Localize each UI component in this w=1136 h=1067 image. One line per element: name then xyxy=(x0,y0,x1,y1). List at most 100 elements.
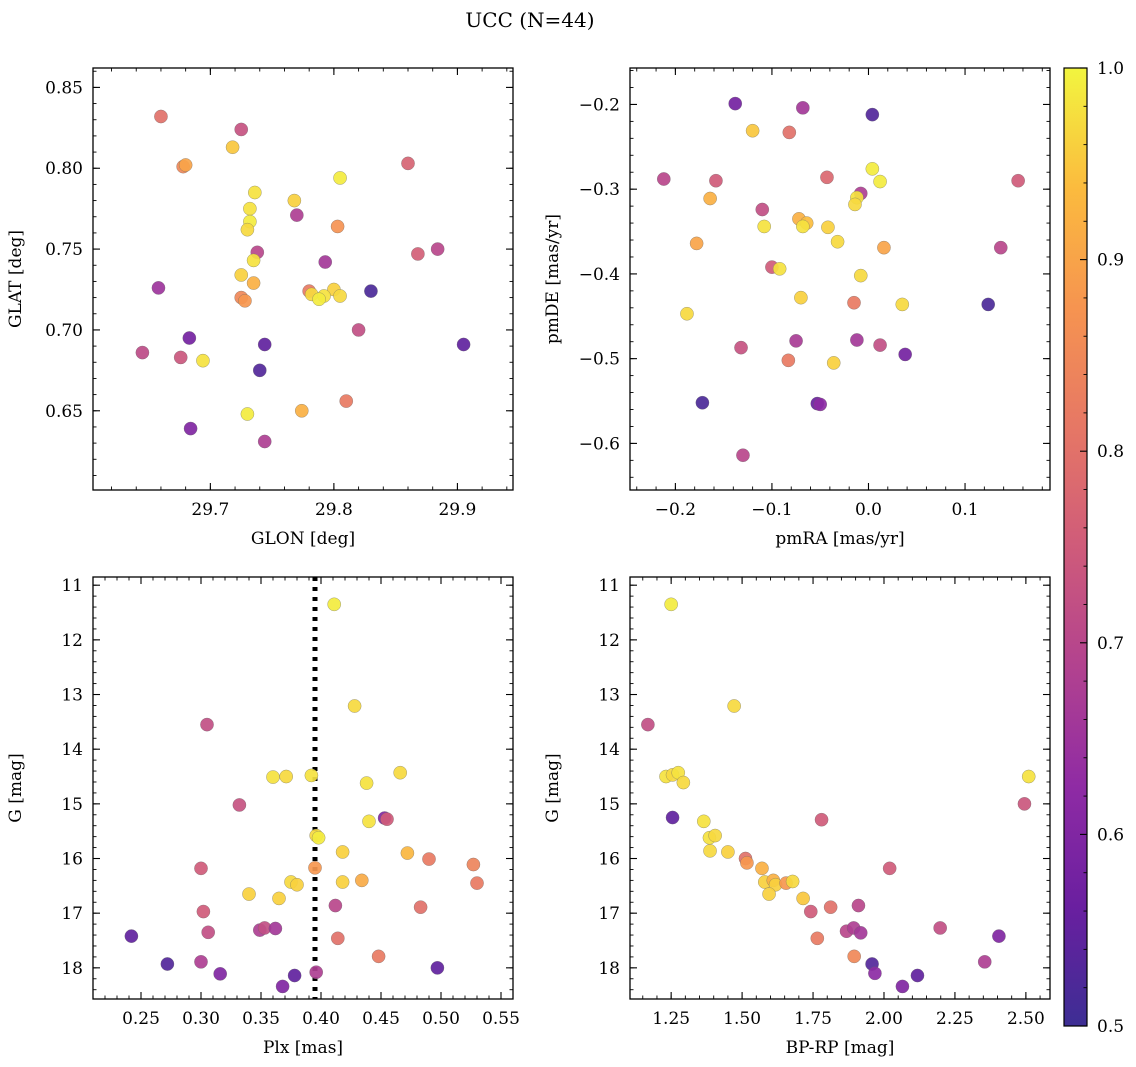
scatter-point xyxy=(895,979,910,994)
x-tick-label: 0.35 xyxy=(242,1009,280,1029)
scatter-point xyxy=(246,253,261,268)
scatter-point xyxy=(182,331,197,345)
scatter-point xyxy=(873,338,887,352)
scatter-point xyxy=(196,353,210,368)
scatter-point xyxy=(755,202,770,217)
scatter-point xyxy=(151,281,166,295)
y-tick-label: 16 xyxy=(61,850,83,870)
x-tick-label: 1.75 xyxy=(794,1009,832,1029)
scatter-point xyxy=(257,434,272,449)
y-tick-label: 18 xyxy=(61,959,83,979)
scatter-point xyxy=(1017,797,1032,811)
scatter-point xyxy=(364,284,378,298)
y-tick-label: −0.4 xyxy=(579,265,620,285)
scatter-point xyxy=(240,222,255,237)
panel-top-right: −0.2 −0.1 0.0 0.1 −0.2 −0.3 −0.4 −0.5 −0.6 pmRA [… xyxy=(543,67,1051,549)
scatter-point xyxy=(257,337,272,352)
axes-frame xyxy=(629,67,1051,491)
scatter-point xyxy=(695,395,710,410)
scatter-point xyxy=(727,699,741,713)
scatter-point xyxy=(865,107,880,122)
x-axis-label: BP-RP [mag] xyxy=(786,1038,895,1058)
scatter-point xyxy=(823,900,838,915)
scatter-point xyxy=(351,323,366,337)
scatter-point xyxy=(304,768,319,783)
scatter-point xyxy=(247,185,262,200)
scatter-point xyxy=(401,156,415,171)
scatter-point xyxy=(238,293,252,308)
scatter-point xyxy=(354,873,369,888)
scatter-point xyxy=(330,219,345,234)
y-tick-label: 11 xyxy=(61,576,83,596)
scatter-point xyxy=(977,954,992,969)
x-tick-label: 0.0 xyxy=(855,500,882,520)
y-tick-label: 17 xyxy=(598,904,620,924)
scatter-point xyxy=(680,306,694,321)
scatter-point xyxy=(470,876,484,890)
scatter-point xyxy=(795,219,810,234)
scatter-point xyxy=(868,966,882,981)
scatter-point xyxy=(794,290,808,305)
scatter-point xyxy=(173,350,188,365)
y-axis-label: pmDE [mas/yr] xyxy=(543,214,563,344)
scatter-point xyxy=(1011,173,1025,188)
scatter-point xyxy=(873,174,887,189)
x-tick-label: 0.40 xyxy=(302,1009,340,1029)
scatter-point xyxy=(757,219,772,234)
scatter-point xyxy=(335,845,350,859)
y-tick-label: 16 xyxy=(598,850,620,870)
y-tick-label: 0.75 xyxy=(45,240,83,260)
scatter-point xyxy=(328,898,343,913)
scatter-point xyxy=(311,830,326,845)
axes-frame xyxy=(92,67,514,491)
scatter-point xyxy=(848,197,862,212)
scatter-point xyxy=(656,172,671,186)
scatter-point xyxy=(826,356,841,370)
scatter-point xyxy=(178,158,193,172)
y-tick-label: 11 xyxy=(598,576,620,596)
scatter-point xyxy=(240,407,255,421)
x-tick-label: 2.25 xyxy=(936,1009,974,1029)
scatter-point xyxy=(736,448,750,463)
panel-bottom-right: 1.25 1.50 1.75 2.00 2.25 2.50 11 12 13 14 15 16 17 18… xyxy=(543,576,1051,1058)
scatter-point xyxy=(234,268,249,282)
scatter-point xyxy=(728,96,743,111)
scatter-point xyxy=(789,334,803,348)
scatter-point xyxy=(225,140,240,155)
x-tick-label: 0.50 xyxy=(422,1009,460,1029)
scatter-points xyxy=(135,109,471,449)
scatter-point xyxy=(853,926,868,940)
x-tick-label: 29.8 xyxy=(315,500,353,520)
x-axis-label: GLON [deg] xyxy=(251,529,355,549)
scatter-point xyxy=(234,122,249,137)
scatter-point xyxy=(371,949,386,964)
scatter-point xyxy=(847,295,861,310)
scatter-point xyxy=(194,861,208,876)
scatter-point xyxy=(740,856,754,870)
y-tick-label: 13 xyxy=(61,686,83,706)
scatter-point xyxy=(810,931,825,946)
scatter-point xyxy=(895,297,910,312)
scatter-point xyxy=(327,597,342,612)
scatter-point xyxy=(865,161,880,176)
scatter-point xyxy=(664,597,678,612)
scatter-point xyxy=(330,931,345,946)
scatter-point xyxy=(847,949,862,964)
scatter-point xyxy=(703,191,717,206)
scatter-point xyxy=(430,242,445,256)
scatter-point xyxy=(290,877,304,892)
scatter-point xyxy=(745,123,760,138)
y-tick-label: 12 xyxy=(598,631,620,651)
scatter-point xyxy=(785,874,800,889)
scatter-point xyxy=(275,979,290,994)
y-tick-label: −0.2 xyxy=(579,95,620,115)
scatter-point xyxy=(362,814,376,829)
scatter-point xyxy=(335,875,350,889)
scatter-point xyxy=(124,929,139,943)
colorbar-tick-label: 0.5 xyxy=(1097,1017,1124,1037)
scatter-point xyxy=(309,965,324,980)
scatter-point xyxy=(721,845,735,859)
scatter-point xyxy=(347,699,362,713)
axes-frame xyxy=(92,576,514,1000)
